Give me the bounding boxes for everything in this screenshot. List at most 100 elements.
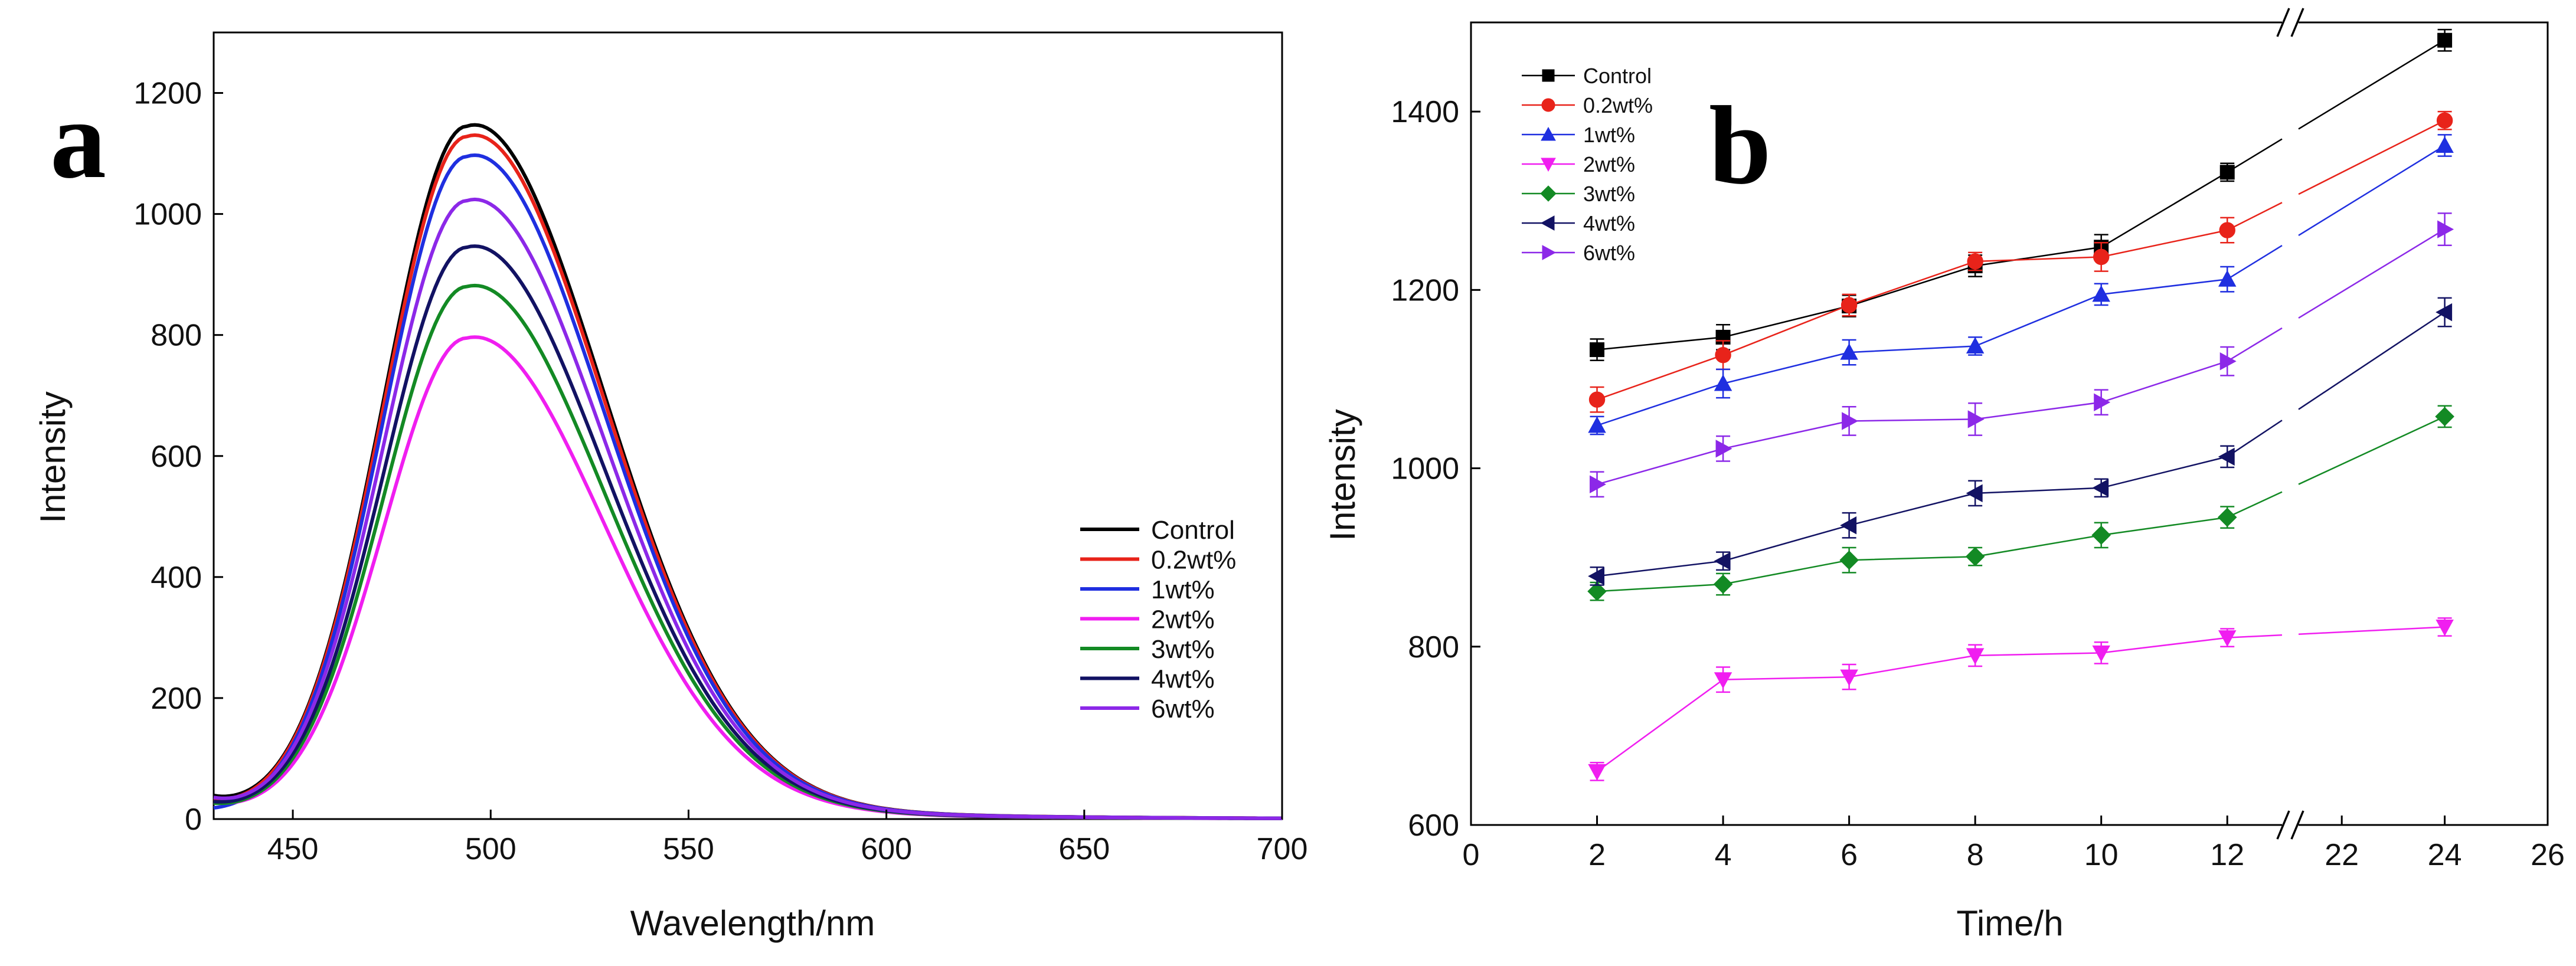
- panel-a-letter: a: [50, 78, 106, 202]
- panel-b-point-0-2wt: [1967, 253, 1983, 270]
- panel-b-xtick-label: 10: [2084, 838, 2119, 872]
- panel-a-xtick-label: 650: [1058, 832, 1110, 866]
- panel-b-point-0-2wt: [2219, 222, 2235, 238]
- panel-b-legend-label: 4wt%: [1583, 211, 1635, 235]
- panel-b-point-6wt: [1590, 475, 1606, 493]
- panel-b-series-6wt: [1590, 212, 2454, 498]
- panel-b-legend-label: 0.2wt%: [1583, 93, 1653, 117]
- panel-b-plot-frame: [1470, 21, 2549, 826]
- panel-b-point-0-2wt: [2093, 248, 2110, 266]
- panel-a-legend-label: Control: [1151, 516, 1235, 545]
- panel-b-line-4wt: [1597, 456, 2228, 577]
- panel-b-xtick-label: 0: [1463, 838, 1480, 872]
- panel-b-line-control: [1597, 171, 2228, 351]
- panel-b-line-4wt-post-break: [2298, 312, 2446, 410]
- panel-b-point-1wt: [1840, 343, 1858, 360]
- panel-b-legend-marker: [1541, 98, 1555, 112]
- panel-a-ylabel: Intensity: [33, 391, 73, 523]
- panel-a-legend-label: 1wt%: [1151, 575, 1215, 604]
- panel-a-ytick-label: 800: [151, 319, 202, 353]
- panel-b-point-3wt: [1965, 546, 1985, 566]
- panel-b-point-6wt: [1715, 440, 1732, 458]
- panel-b-ytick-label: 600: [1408, 808, 1459, 843]
- panel-b-series-0-2wt: [1588, 110, 2453, 413]
- panel-b-point-1wt: [2092, 285, 2110, 302]
- panel-b-point-3wt: [1713, 574, 1733, 594]
- panel-b-line-control-pre-break: [2227, 138, 2283, 173]
- panel-b-point-6wt: [1967, 410, 1985, 428]
- panel-b-legend-marker: [1542, 245, 1557, 260]
- panel-a-ytick-label: 600: [151, 440, 202, 474]
- panel-b-xtick-label: 8: [1967, 838, 1984, 872]
- panel-b-point-0-2wt: [1715, 346, 1731, 364]
- panel-b-axis-break-gap: [2282, 20, 2299, 25]
- panel-b-series-1wt: [1588, 134, 2454, 435]
- panel-b-line-1wt: [1597, 278, 2228, 427]
- panel-b-point-1wt: [1588, 416, 1606, 433]
- panel-b-point-6wt: [2437, 220, 2454, 238]
- panel-b-axis-break-mark: [2290, 8, 2304, 37]
- panel-b-series-4wt: [1588, 297, 2453, 586]
- panel-a-series-6wt: [213, 197, 1283, 820]
- panel-b-point-2wt: [2436, 620, 2454, 636]
- panel-b-point-4wt: [2092, 479, 2109, 497]
- panel-a-xtick-label: 600: [861, 832, 912, 866]
- panel-b-xtick-label: 4: [1715, 838, 1732, 872]
- panel-b-point-0-2wt: [2436, 112, 2453, 129]
- panel-b-legend-label: 1wt%: [1583, 123, 1635, 147]
- panel-b-ytick-label: 1400: [1391, 95, 1459, 129]
- panel-b-legend-marker: [1541, 126, 1556, 141]
- panel-b: b Time/h Intensity 0 2 4 6 8 10 12 22 24 26600800…: [1323, 8, 2565, 943]
- panel-a-ytick-label: 400: [151, 561, 202, 595]
- panel-a-legend-label: 4wt%: [1151, 665, 1215, 694]
- panel-b-point-2wt: [1840, 669, 1858, 686]
- panel-b-point-2wt: [1588, 764, 1606, 781]
- panel-b-point-3wt: [1587, 581, 1607, 601]
- panel-b-point-6wt: [2094, 393, 2111, 411]
- panel-b-point-2wt: [1966, 648, 1985, 665]
- panel-b-point-1wt: [2436, 136, 2454, 153]
- panel-b-point-3wt: [2217, 507, 2237, 527]
- panel-b-point-2wt: [2218, 630, 2237, 647]
- panel-b-point-4wt: [1966, 484, 1983, 503]
- panel-b-line-2wt-post-break: [2298, 626, 2445, 635]
- panel-a-xtick-label: 450: [267, 832, 319, 866]
- panel-a-xtick-label: 500: [465, 832, 516, 866]
- panel-b-axis-break-mark: [2276, 810, 2290, 840]
- panel-a-xtick-label: 550: [663, 832, 714, 866]
- panel-b-point-4wt: [1840, 516, 1857, 535]
- panel-a-legend-label: 0.2wt%: [1151, 546, 1236, 575]
- panel-b-legend-label: 6wt%: [1583, 241, 1635, 265]
- panel-a-ytick-label: 200: [151, 682, 202, 716]
- panel-a-plot-frame: [213, 31, 1283, 820]
- panel-b-line-3wt-post-break: [2298, 415, 2446, 485]
- panel-a-ytick-label: 1000: [133, 198, 202, 232]
- panel-b-ytick-label: 800: [1408, 630, 1459, 664]
- panel-a-xlabel: Wavelength/nm: [630, 903, 875, 943]
- panel-a: a Wavelength/nm Intensity 450 500 550 600 65…: [33, 31, 1307, 943]
- panel-b-point-2wt: [2092, 645, 2110, 662]
- panel-b-point-1wt: [1714, 374, 1732, 391]
- panel-b-xtick-label: 2: [1588, 838, 1606, 872]
- panel-b-legend-marker: [1541, 158, 1556, 172]
- panel-a-series-3wt: [213, 283, 1282, 820]
- panel-a-legend-label: 3wt%: [1151, 635, 1215, 664]
- panel-b-line-control-post-break: [2298, 40, 2446, 130]
- panel-b-line-6wt-post-break: [2298, 228, 2446, 319]
- panel-b-point-3wt: [2091, 525, 2111, 545]
- panel-b-line-1wt-pre-break: [2227, 245, 2283, 280]
- panel-b-line-3wt: [1597, 516, 2228, 592]
- panel-a-ytick-label: 0: [185, 803, 202, 837]
- panel-b-point-1wt: [2218, 270, 2237, 287]
- panel-b-legend: Control 0.2wt% 1wt% 2wt% 3wt% 4wt% 6wt%: [1522, 64, 1653, 265]
- panel-b-point-6wt: [2219, 352, 2237, 371]
- panel-b-line-1wt-post-break: [2298, 145, 2446, 236]
- panel-b-line-2wt-pre-break: [2227, 634, 2283, 638]
- panel-b-point-2wt: [1714, 672, 1732, 689]
- panel-b-xtick-label: 22: [2325, 838, 2359, 872]
- panel-b-point-3wt: [2435, 407, 2454, 427]
- panel-a-ytick-label: 1200: [133, 77, 202, 111]
- panel-b-line-0-2wt: [1597, 229, 2228, 401]
- panel-b-point-control: [2437, 32, 2453, 48]
